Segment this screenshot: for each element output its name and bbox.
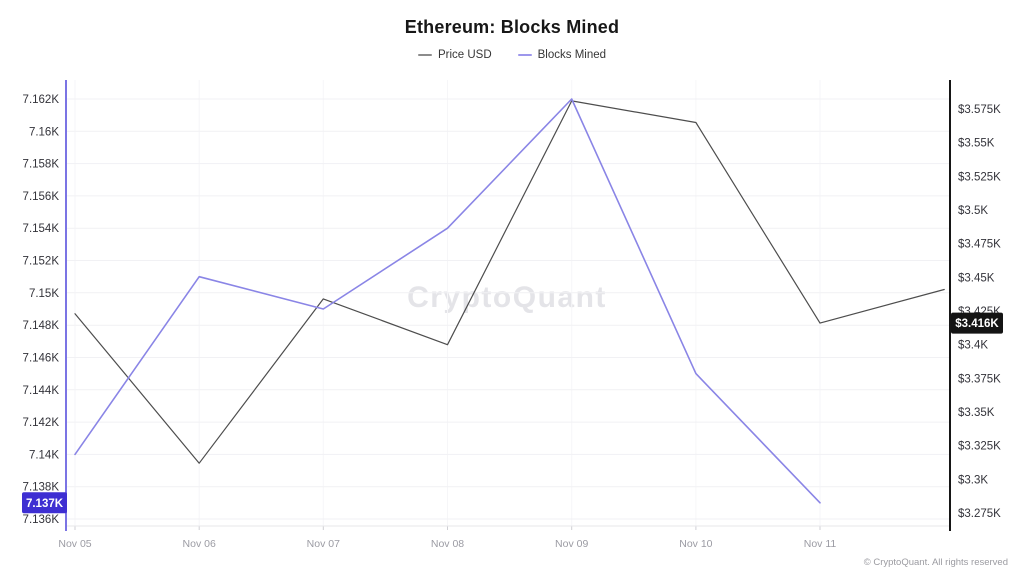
y-axis-label-left: 7.136K — [23, 514, 60, 526]
series-line-price-usd — [74, 100, 945, 464]
blocks-mined-last-value-badge — [22, 492, 67, 514]
x-axis-label: Nov 06 — [183, 538, 216, 550]
y-axis-label-left: 7.146K — [23, 353, 60, 365]
y-axis-label-left: 7.138K — [23, 482, 60, 494]
y-axis-label-left: 7.14K — [29, 449, 59, 461]
y-axis-label-right: $3.35K — [958, 407, 995, 419]
y-axis-label-right: $3.325K — [958, 441, 1001, 453]
legend-label: Blocks Mined — [537, 49, 607, 61]
cryptoquant-watermark: CryptoQuant — [407, 281, 607, 314]
chart-legend: Price USD Blocks Mined — [0, 49, 1024, 61]
x-axis-label: Nov 08 — [431, 538, 464, 550]
y-axis-label-right: $3.4K — [958, 340, 988, 352]
series-line-blocks-mined — [74, 98, 821, 504]
y-axis-label-left: 7.154K — [23, 223, 60, 235]
y-axis-label-right: $3.55K — [958, 138, 995, 150]
y-axis-label-left: 7.152K — [23, 256, 60, 268]
y-axis-label-left: 7.15K — [29, 288, 59, 300]
y-axis-label-right: $3.3K — [958, 474, 988, 486]
y-axis-label-right: $3.475K — [958, 239, 1001, 251]
legend-dash-icon — [517, 54, 532, 56]
y-axis-label-left: 7.144K — [23, 385, 60, 397]
y-axis-label-left: 7.148K — [23, 320, 60, 332]
legend-dash-icon — [417, 54, 432, 56]
x-axis-label: Nov 09 — [555, 538, 588, 550]
x-axis-label: Nov 10 — [679, 538, 712, 550]
chart-title: Ethereum: Blocks Mined — [404, 17, 620, 37]
blocks-mined-last-value-badge-label: 7.137K — [26, 498, 64, 510]
legend-label: Price USD — [437, 49, 492, 61]
price-last-value-badge-label: $3.416K — [955, 318, 999, 330]
x-axis-label: Nov 05 — [58, 538, 91, 550]
y-axis-label-right: $3.5K — [958, 205, 988, 217]
x-axis-label: Nov 11 — [804, 538, 837, 550]
copyright-footer: © CryptoQuant. All rights reserved — [863, 557, 1008, 568]
y-axis-label-left: 7.142K — [23, 417, 60, 429]
price-last-value-badge — [951, 312, 1003, 334]
legend-item-price-usd[interactable]: Price USD — [417, 49, 492, 61]
y-axis-label-left: 7.158K — [23, 159, 60, 171]
y-axis-label-right: $3.375K — [958, 373, 1001, 385]
y-axis-label-right: $3.45K — [958, 272, 995, 284]
legend-item-blocks-mined[interactable]: Blocks Mined — [517, 49, 607, 61]
x-axis-label: Nov 07 — [307, 538, 340, 550]
y-axis-label-left: 7.16K — [29, 126, 59, 138]
y-axis-label-left: 7.162K — [23, 94, 60, 106]
y-axis-label-right: $3.525K — [958, 171, 1001, 183]
y-axis-label-right: $3.275K — [958, 508, 1001, 520]
y-axis-label-left: 7.156K — [23, 191, 60, 203]
y-axis-label-right: $3.575K — [958, 104, 1001, 116]
